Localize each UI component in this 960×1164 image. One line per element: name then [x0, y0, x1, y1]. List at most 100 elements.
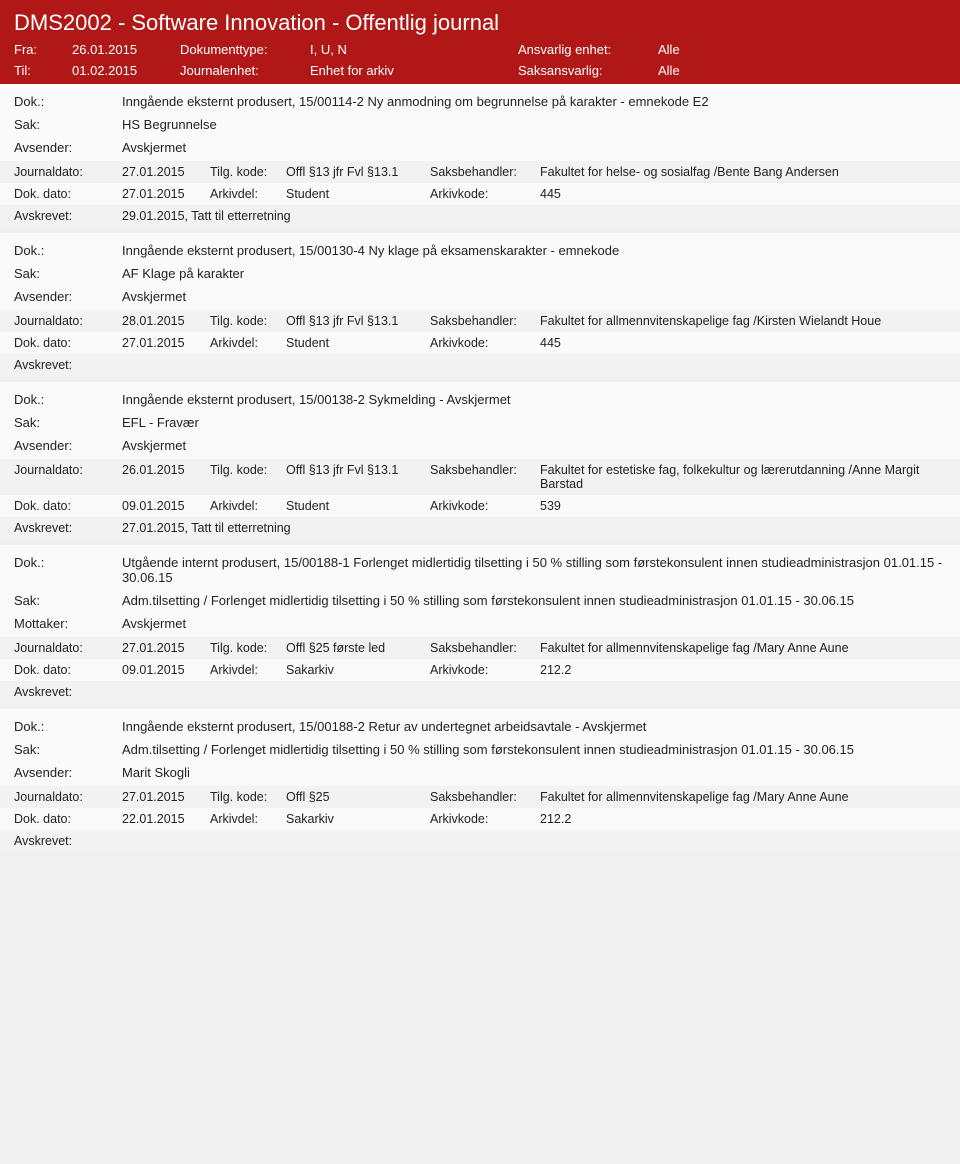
dokdato-label: Dok. dato: [14, 336, 122, 350]
saksbehandler-label: Saksbehandler: [430, 165, 540, 179]
arkivkode-value: 212.2 [540, 663, 946, 677]
dok-label: Dok.: [14, 719, 122, 734]
avskrevet-value [122, 358, 946, 372]
avskrevet-value [122, 834, 946, 848]
dokdato-value: 27.01.2015 [122, 187, 210, 201]
ansvarlig-label: Ansvarlig enhet: [518, 42, 658, 57]
arkivdel-label: Arkivdel: [210, 812, 286, 826]
arkivkode-value: 539 [540, 499, 946, 513]
doktype-label: Dokumenttype: [180, 42, 310, 57]
journaldato-label: Journaldato: [14, 314, 122, 328]
party-value: Avskjermet [122, 616, 946, 631]
dokdato-value: 27.01.2015 [122, 336, 210, 350]
dok-value: Inngående eksternt produsert, 15/00130-4… [122, 243, 946, 258]
dokdato-label: Dok. dato: [14, 663, 122, 677]
saksansvarlig-label: Saksansvarlig: [518, 63, 658, 78]
party-label: Mottaker: [14, 616, 122, 631]
journaldato-label: Journaldato: [14, 463, 122, 491]
saksbehandler-value: Fakultet for allmennvitenskapelige fag /… [540, 790, 946, 804]
dok-label: Dok.: [14, 392, 122, 407]
dok-value: Inngående eksternt produsert, 15/00188-2… [122, 719, 946, 734]
tilgkode-label: Tilg. kode: [210, 314, 286, 328]
sak-label: Sak: [14, 117, 122, 132]
dok-label: Dok.: [14, 94, 122, 109]
dokdato-value: 22.01.2015 [122, 812, 210, 826]
journal-entry: Dok.:Inngående eksternt produsert, 15/00… [0, 233, 960, 376]
sak-value: AF Klage på karakter [122, 266, 946, 281]
til-value: 01.02.2015 [72, 63, 180, 78]
saksbehandler-label: Saksbehandler: [430, 790, 540, 804]
tilgkode-value: Offl §25 [286, 790, 430, 804]
sak-value: Adm.tilsetting / Forlenget midlertidig t… [122, 742, 946, 757]
arkivdel-label: Arkivdel: [210, 187, 286, 201]
arkivkode-value: 445 [540, 187, 946, 201]
dok-label: Dok.: [14, 243, 122, 258]
sak-label: Sak: [14, 742, 122, 757]
avskrevet-value [122, 685, 946, 699]
sak-value: EFL - Fravær [122, 415, 946, 430]
party-value: Avskjermet [122, 438, 946, 453]
journaldato-label: Journaldato: [14, 790, 122, 804]
avskrevet-value: 29.01.2015, Tatt til etterretning [122, 209, 946, 223]
page-header: DMS2002 - Software Innovation - Offentli… [0, 0, 960, 84]
saksansvarlig-value: Alle [658, 63, 680, 78]
journal-entry: Dok.:Inngående eksternt produsert, 15/00… [0, 709, 960, 852]
dok-value: Inngående eksternt produsert, 15/00114-2… [122, 94, 946, 109]
saksbehandler-value: Fakultet for estetiske fag, folkekultur … [540, 463, 946, 491]
avskrevet-label: Avskrevet: [14, 358, 122, 372]
fra-label: Fra: [14, 42, 72, 57]
saksbehandler-label: Saksbehandler: [430, 463, 540, 491]
avskrevet-label: Avskrevet: [14, 685, 122, 699]
journalenhet-value: Enhet for arkiv [310, 63, 518, 78]
arkivkode-label: Arkivkode: [430, 499, 540, 513]
dokdato-value: 09.01.2015 [122, 663, 210, 677]
saksbehandler-value: Fakultet for helse- og sosialfag /Bente … [540, 165, 946, 179]
arkivkode-label: Arkivkode: [430, 336, 540, 350]
journaldato-value: 26.01.2015 [122, 463, 210, 491]
journaldato-label: Journaldato: [14, 641, 122, 655]
til-label: Til: [14, 63, 72, 78]
arkivdel-label: Arkivdel: [210, 663, 286, 677]
fra-value: 26.01.2015 [72, 42, 180, 57]
saksbehandler-label: Saksbehandler: [430, 641, 540, 655]
journaldato-value: 27.01.2015 [122, 165, 210, 179]
dok-value: Utgående internt produsert, 15/00188-1 F… [122, 555, 946, 585]
tilgkode-value: Offl §25 første led [286, 641, 430, 655]
party-label: Avsender: [14, 140, 122, 155]
arkivdel-value: Student [286, 499, 430, 513]
sak-label: Sak: [14, 415, 122, 430]
arkivdel-value: Student [286, 187, 430, 201]
arkivkode-label: Arkivkode: [430, 187, 540, 201]
sak-label: Sak: [14, 593, 122, 608]
avskrevet-label: Avskrevet: [14, 209, 122, 223]
party-value: Avskjermet [122, 289, 946, 304]
party-label: Avsender: [14, 289, 122, 304]
dok-value: Inngående eksternt produsert, 15/00138-2… [122, 392, 946, 407]
saksbehandler-value: Fakultet for allmennvitenskapelige fag /… [540, 314, 946, 328]
journaldato-value: 27.01.2015 [122, 790, 210, 804]
arkivdel-value: Sakarkiv [286, 663, 430, 677]
arkivdel-value: Sakarkiv [286, 812, 430, 826]
page-title: DMS2002 - Software Innovation - Offentli… [14, 10, 946, 36]
sak-value: HS Begrunnelse [122, 117, 946, 132]
sak-label: Sak: [14, 266, 122, 281]
party-label: Avsender: [14, 765, 122, 780]
saksbehandler-value: Fakultet for allmennvitenskapelige fag /… [540, 641, 946, 655]
dokdato-label: Dok. dato: [14, 812, 122, 826]
dokdato-label: Dok. dato: [14, 499, 122, 513]
tilgkode-label: Tilg. kode: [210, 165, 286, 179]
tilgkode-label: Tilg. kode: [210, 641, 286, 655]
journal-entry: Dok.:Inngående eksternt produsert, 15/00… [0, 382, 960, 539]
arkivkode-label: Arkivkode: [430, 663, 540, 677]
party-label: Avsender: [14, 438, 122, 453]
party-value: Marit Skogli [122, 765, 946, 780]
journaldato-value: 28.01.2015 [122, 314, 210, 328]
dok-label: Dok.: [14, 555, 122, 585]
arkivdel-label: Arkivdel: [210, 499, 286, 513]
journaldato-value: 27.01.2015 [122, 641, 210, 655]
arkivkode-value: 212.2 [540, 812, 946, 826]
avskrevet-label: Avskrevet: [14, 834, 122, 848]
dokdato-label: Dok. dato: [14, 187, 122, 201]
saksbehandler-label: Saksbehandler: [430, 314, 540, 328]
dokdato-value: 09.01.2015 [122, 499, 210, 513]
